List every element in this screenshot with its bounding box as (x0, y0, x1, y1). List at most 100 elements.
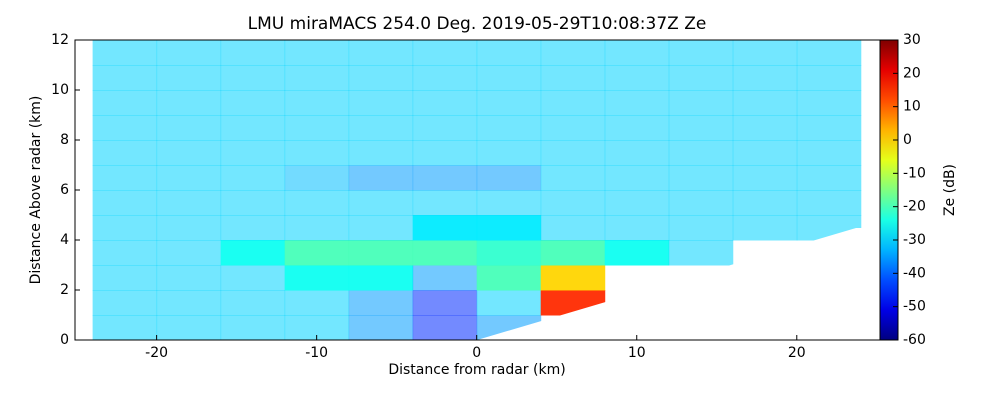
heatmap-cell (92, 315, 158, 340)
heatmap-cell (476, 315, 542, 340)
heatmap-cell (220, 315, 286, 340)
heatmap-cell (668, 140, 734, 166)
heatmap-cell (348, 265, 414, 291)
y-tick-label: 6 (60, 182, 69, 198)
heatmap-cell (156, 165, 222, 191)
heatmap-cell (92, 240, 158, 266)
colorbar-tick-label: -30 (903, 232, 926, 248)
heatmap-cell (412, 215, 478, 241)
heatmap-cell (220, 40, 286, 66)
heatmap-cell (220, 115, 286, 141)
heatmap-cell (540, 215, 606, 241)
heatmap-cell (220, 165, 286, 191)
heatmap-cell (732, 215, 798, 241)
y-tick-label: 12 (51, 32, 69, 48)
heatmap-cell (412, 140, 478, 166)
heatmap-cell (92, 140, 158, 166)
heatmap-cell (284, 140, 350, 166)
heatmap-cell (284, 240, 350, 266)
y-tick-label: 2 (60, 282, 69, 298)
heatmap-cell (92, 165, 158, 191)
heatmap-cell (220, 265, 286, 291)
heatmap-cell (540, 190, 606, 216)
heatmap-cell (348, 65, 414, 91)
x-axis-label: Distance from radar (km) (388, 362, 565, 378)
chart-title: LMU miraMACS 254.0 Deg. 2019-05-29T10:08… (248, 14, 707, 34)
heatmap-cell (604, 90, 670, 116)
colorbar (879, 39, 899, 341)
heatmap-cell (348, 315, 414, 340)
heatmap-cell (284, 265, 350, 291)
heatmap-cell (732, 90, 798, 116)
heatmap-cell (604, 240, 670, 266)
heatmap-cell (412, 165, 478, 191)
heatmap-cell (156, 140, 222, 166)
heatmap-cell (476, 40, 542, 66)
heatmap-cell (540, 115, 606, 141)
heatmap-cell (668, 40, 734, 66)
heatmap-cell (796, 40, 862, 66)
heatmap-cell (604, 65, 670, 91)
heatmap-cell (540, 90, 606, 116)
heatmap-cell (284, 115, 350, 141)
heatmap-cell (92, 215, 158, 241)
heatmap-cell (476, 290, 542, 316)
y-tick-label: 8 (60, 132, 69, 148)
heatmap-cell (412, 265, 478, 291)
x-tick-label: 10 (628, 345, 646, 361)
heatmap-cell (540, 240, 606, 266)
heatmap-cell (348, 215, 414, 241)
heatmap-cell (156, 40, 222, 66)
heatmap-cell (284, 215, 350, 241)
heatmap-cell (412, 290, 478, 316)
heatmap-cell (540, 265, 606, 291)
heatmap-cell (156, 265, 222, 291)
heatmap-cell (220, 215, 286, 241)
heatmap-cell (540, 40, 606, 66)
heatmap-cell (668, 215, 734, 241)
colorbar-label: Ze (dB) (942, 164, 958, 216)
heatmap-cell (796, 65, 862, 91)
heatmap-cell (732, 65, 798, 91)
heatmap-cell (220, 240, 286, 266)
heatmap-cell (796, 90, 862, 116)
heatmap-cell (92, 265, 158, 291)
heatmap-cell (476, 240, 542, 266)
heatmap-cell (668, 115, 734, 141)
heatmap-cell (540, 165, 606, 191)
heatmap-cell (92, 190, 158, 216)
heatmap-cell (284, 165, 350, 191)
colorbar-tick-label: -50 (903, 299, 926, 315)
heatmap-cell (92, 90, 158, 116)
heatmap-cell (412, 190, 478, 216)
heatmap-cell (668, 190, 734, 216)
colorbar-tick-label: -20 (903, 199, 926, 215)
heatmap-cell (668, 165, 734, 191)
heatmap-cell (476, 215, 542, 241)
heatmap-cell (476, 140, 542, 166)
colorbar-tick-label: 20 (903, 65, 921, 81)
colorbar-tick-label: 10 (903, 99, 921, 115)
heatmap-cell (540, 290, 606, 316)
heatmap-cell (476, 90, 542, 116)
y-axis-label: Distance Above radar (km) (28, 96, 44, 285)
heatmap-cell (156, 190, 222, 216)
heatmap-cell (348, 290, 414, 316)
heatmap-cell (476, 115, 542, 141)
heatmap-cell (604, 115, 670, 141)
heatmap-cell (92, 115, 158, 141)
x-tick-label: -20 (145, 345, 168, 361)
y-tick-label: 10 (51, 82, 69, 98)
heatmap-cell (284, 290, 350, 316)
heatmap-cell (476, 190, 542, 216)
heatmap-cell (92, 65, 158, 91)
heatmap-cell (220, 65, 286, 91)
heatmap-cell (156, 90, 222, 116)
heatmap-cell (348, 165, 414, 191)
heatmap-cell (796, 215, 862, 241)
x-tick-label: 20 (788, 345, 806, 361)
heatmap-cell (220, 290, 286, 316)
heatmap-cell (284, 190, 350, 216)
heatmap-cell (348, 40, 414, 66)
heatmap-cell (540, 65, 606, 91)
